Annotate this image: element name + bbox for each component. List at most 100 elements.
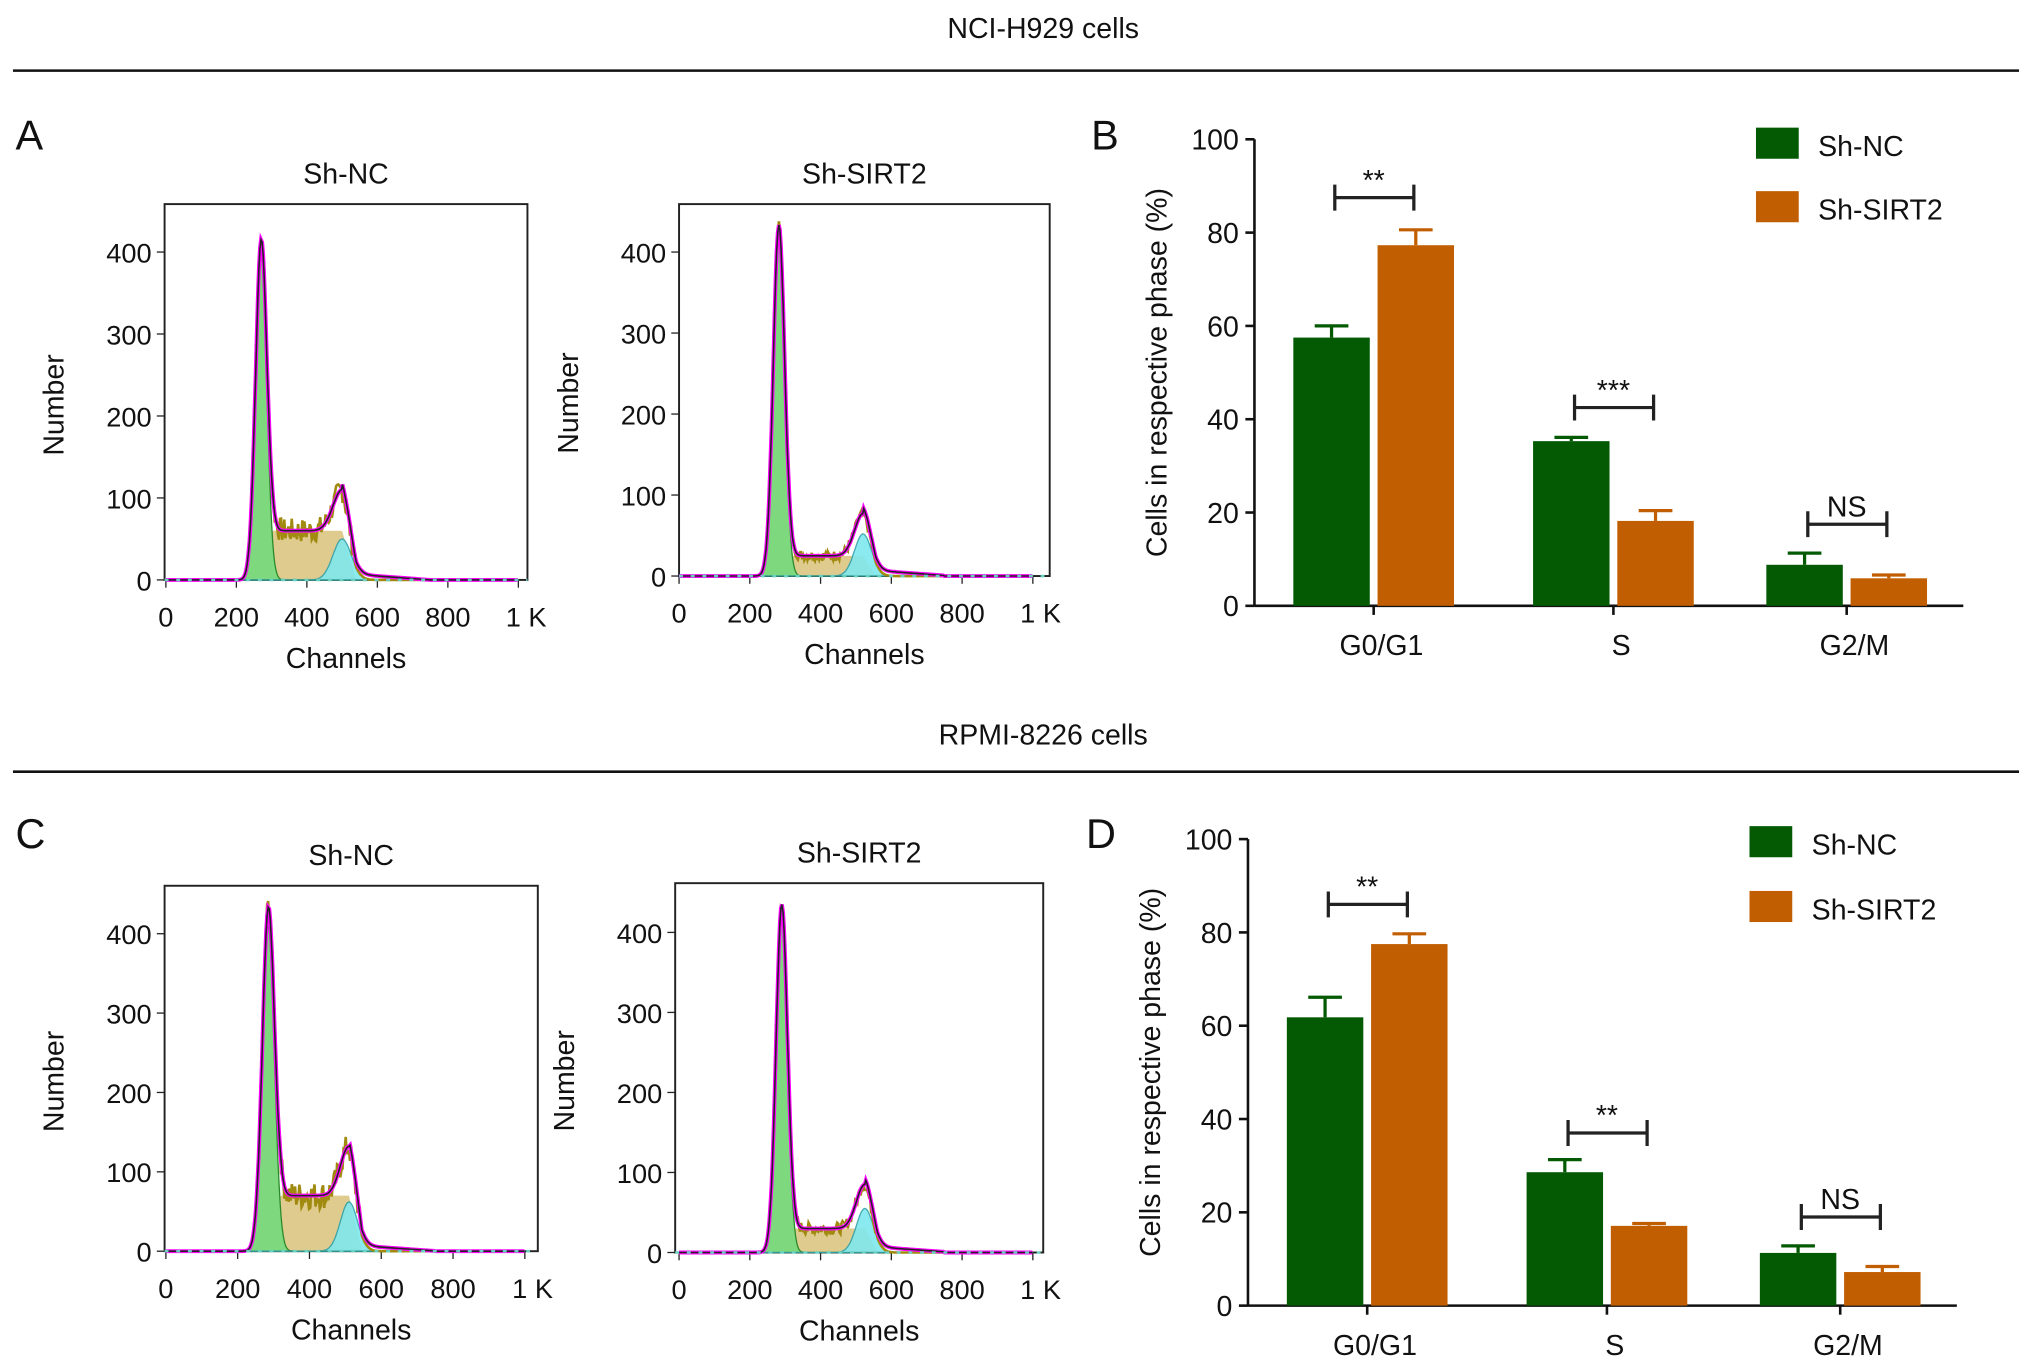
x-axis-label: Channels — [286, 643, 406, 675]
significance-label: *** — [1597, 375, 1630, 407]
bar-sh-sirt2 — [1610, 1225, 1688, 1306]
significance-label: NS — [1820, 1184, 1860, 1216]
significance-bracket — [1326, 891, 1409, 918]
y-tick-label: 400 — [106, 237, 151, 268]
x-tick-label: 200 — [214, 602, 259, 633]
y-tick-label: 20 — [1201, 1198, 1233, 1230]
x-tick-label: 200 — [727, 598, 772, 629]
y-tick-label: 400 — [617, 918, 662, 949]
y-tick-label: 300 — [106, 319, 151, 350]
significance-bracket — [1333, 184, 1416, 211]
x-tick-label: 1 K — [1020, 598, 1061, 629]
y-tick-label: 40 — [1201, 1104, 1233, 1136]
legend-label: Sh-NC — [1818, 131, 1904, 163]
x-tick-label: 800 — [430, 1273, 475, 1304]
y-tick-label: 80 — [1201, 918, 1233, 950]
x-tick-label: 200 — [215, 1273, 260, 1304]
x-tick-label: 800 — [939, 1274, 984, 1305]
histogram-outline — [679, 904, 1033, 1254]
legend-label: Sh-SIRT2 — [1818, 195, 1943, 227]
significance-label: ** — [1363, 165, 1385, 197]
y-axis-label: Number — [549, 1030, 581, 1132]
x-axis-label: Channels — [291, 1314, 411, 1346]
y-tick-label: 40 — [1207, 405, 1239, 437]
y-tick-label: 100 — [617, 1158, 662, 1189]
significance-label: ** — [1356, 872, 1378, 904]
significance-bracket — [1799, 1204, 1882, 1230]
significance-label: ** — [1596, 1100, 1618, 1132]
x-axis-label: Channels — [804, 639, 924, 671]
x-tick-label: 600 — [355, 602, 400, 633]
y-tick-label: 0 — [651, 561, 666, 592]
y-tick-label: 60 — [1201, 1011, 1233, 1043]
section-title-nci-h929: NCI-H929 cells — [947, 13, 1139, 45]
x-tick-label: 0 — [158, 1273, 173, 1304]
x-tick-label: 800 — [939, 598, 984, 629]
category-label: G2/M — [1820, 630, 1890, 662]
category-label: G0/G1 — [1339, 630, 1423, 662]
legend-swatch — [1749, 826, 1793, 858]
y-tick-label: 200 — [106, 401, 151, 432]
x-tick-label: 400 — [284, 602, 329, 633]
y-axis-label: Cells in respective phase (%) — [1135, 888, 1167, 1257]
bar-sh-nc — [1533, 441, 1610, 606]
y-tick-label: 100 — [106, 1157, 151, 1188]
bar-sh-sirt2 — [1617, 520, 1694, 606]
y-tick-label: 0 — [136, 565, 151, 596]
category-label: S — [1612, 630, 1631, 662]
y-tick-label: 300 — [617, 998, 662, 1029]
section-title-rpmi-8226: RPMI-8226 cells — [939, 720, 1148, 752]
y-axis-label: Number — [38, 354, 70, 456]
legend-label: Sh-SIRT2 — [1812, 894, 1937, 926]
histogram-frame — [163, 203, 529, 581]
y-tick-label: 200 — [621, 399, 666, 430]
x-tick-label: 0 — [158, 602, 173, 633]
y-axis-label: Number — [39, 1030, 71, 1132]
bar-sh-nc — [1293, 337, 1370, 606]
x-tick-label: 1 K — [1020, 1274, 1061, 1305]
x-tick-label: 400 — [798, 598, 843, 629]
histogram-title: Sh-NC — [303, 158, 389, 190]
y-tick-label: 20 — [1207, 498, 1239, 530]
y-tick-label: 100 — [1191, 125, 1239, 157]
panel-letter-b: B — [1091, 112, 1119, 159]
bar-sh-sirt2 — [1371, 944, 1448, 1306]
x-tick-label: 0 — [671, 598, 686, 629]
x-tick-label: 200 — [727, 1274, 772, 1305]
histogram-title: Sh-SIRT2 — [797, 837, 922, 869]
category-label: G0/G1 — [1333, 1330, 1417, 1362]
bar-sh-nc — [1766, 564, 1843, 606]
bar-sh-sirt2 — [1850, 578, 1928, 606]
histogram-frame — [678, 203, 1051, 578]
x-tick-label: 600 — [869, 598, 914, 629]
bar-sh-nc — [1526, 1172, 1604, 1306]
panel-letter-c: C — [16, 810, 46, 857]
significance-label: NS — [1827, 491, 1867, 523]
y-axis-label: Number — [553, 352, 585, 454]
histogram-title: Sh-NC — [308, 840, 394, 872]
x-tick-label: 600 — [359, 1273, 404, 1304]
histogram-title: Sh-SIRT2 — [802, 158, 927, 190]
category-label: G2/M — [1813, 1330, 1883, 1362]
significance-bracket — [1572, 394, 1656, 421]
bar-sh-sirt2 — [1844, 1272, 1921, 1306]
category-label: S — [1605, 1330, 1624, 1362]
legend-swatch — [1749, 890, 1793, 923]
y-tick-label: 0 — [1217, 1291, 1233, 1323]
legend-swatch — [1755, 127, 1799, 159]
histogram-frame — [163, 884, 539, 1253]
x-tick-label: 1 K — [506, 602, 547, 633]
significance-bracket — [1566, 1120, 1649, 1146]
x-tick-label: 400 — [798, 1274, 843, 1305]
y-tick-label: 400 — [106, 919, 151, 950]
y-tick-label: 0 — [1223, 591, 1239, 623]
bar-sh-sirt2 — [1377, 245, 1455, 606]
y-tick-label: 300 — [621, 318, 666, 349]
y-tick-label: 200 — [106, 1078, 151, 1109]
significance-bracket — [1806, 511, 1889, 538]
panel-letter-d: D — [1086, 810, 1116, 857]
bar-sh-nc — [1286, 1017, 1364, 1306]
x-tick-label: 800 — [425, 602, 470, 633]
x-tick-label: 1 K — [512, 1273, 553, 1304]
